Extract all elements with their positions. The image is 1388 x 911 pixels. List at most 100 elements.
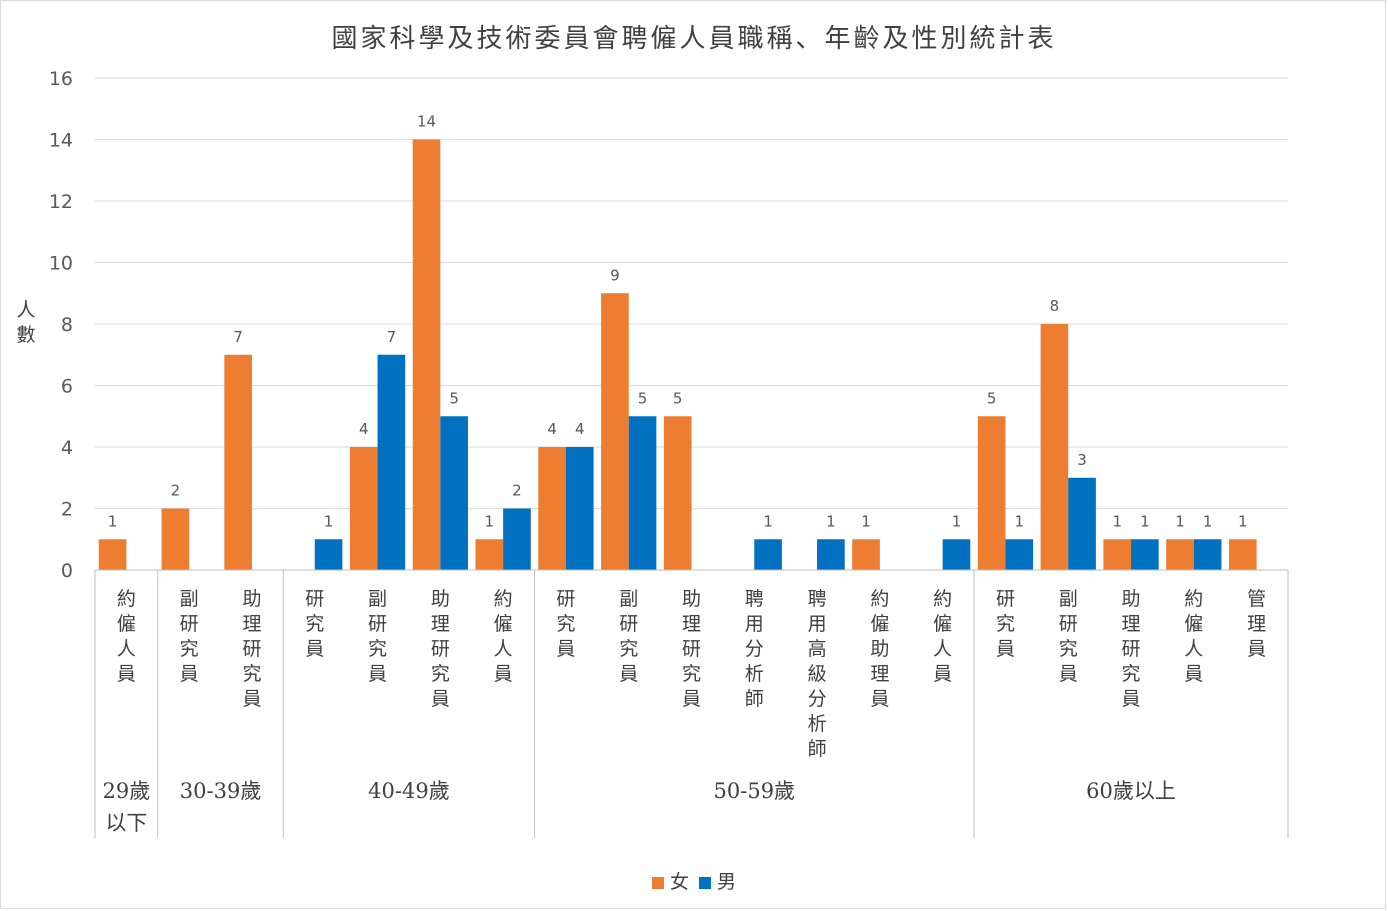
category-label-char: 員	[870, 688, 889, 710]
category-label-char: 究	[1059, 638, 1078, 660]
category-label-char: 研	[996, 588, 1015, 610]
category-label-char: 副	[368, 588, 387, 610]
category-label-char: 員	[305, 638, 324, 660]
data-label: 1	[485, 512, 495, 530]
legend-label: 男	[717, 871, 737, 893]
category-label-char: 約	[933, 588, 952, 610]
category-label-char: 研	[1059, 613, 1078, 635]
category-label-char: 員	[368, 663, 387, 685]
y-tick-label: 14	[49, 130, 73, 152]
category-label-char: 副	[1059, 588, 1078, 610]
category-label-char: 究	[180, 638, 199, 660]
data-label: 4	[547, 420, 557, 438]
category-label-char: 人	[494, 638, 513, 660]
data-label: 1	[108, 512, 118, 530]
bar-女	[224, 354, 252, 570]
category-label-char: 僱	[1184, 613, 1203, 635]
bar-女	[538, 447, 566, 570]
data-label: 14	[417, 113, 436, 131]
data-label: 1	[861, 512, 871, 530]
bar-男	[377, 354, 406, 570]
bar-女	[852, 539, 880, 570]
category-label-char: 究	[368, 638, 387, 660]
category-label-char: 僱	[870, 613, 889, 635]
y-tick-label: 2	[61, 499, 73, 521]
bar-女	[1166, 539, 1194, 570]
category-label-char: 究	[1122, 663, 1141, 685]
data-label: 3	[1077, 451, 1087, 469]
category-label-char: 管	[1247, 588, 1266, 610]
category-label-char: 員	[431, 688, 450, 710]
y-tick-label: 12	[49, 191, 73, 213]
bar-男	[754, 539, 782, 570]
bar-女	[1040, 324, 1069, 570]
y-tick-label: 4	[61, 437, 73, 459]
y-axis-title-char: 數	[16, 324, 36, 346]
category-label-char: 究	[996, 613, 1015, 635]
group-label: 29歲	[103, 779, 151, 803]
category-label-char: 析	[745, 663, 764, 685]
category-label-char: 員	[242, 688, 261, 710]
category-label-char: 理	[242, 613, 261, 635]
category-label-char: 副	[619, 588, 638, 610]
data-label: 2	[171, 482, 181, 500]
category-label-char: 員	[996, 638, 1015, 660]
bar-女	[98, 539, 127, 570]
data-label: 1	[1014, 512, 1024, 530]
category-label-char: 人	[933, 638, 952, 660]
data-label: 9	[610, 266, 620, 284]
bar-女	[349, 447, 378, 570]
category-label-char: 研	[180, 613, 199, 635]
category-label-char: 員	[1059, 663, 1078, 685]
category-label-char: 員	[494, 663, 513, 685]
category-label-char: 理	[1247, 613, 1266, 635]
category-label-char: 員	[1184, 663, 1203, 685]
legend-item: 女	[651, 867, 689, 894]
data-label: 5	[638, 389, 648, 407]
category-label-char: 理	[1122, 613, 1141, 635]
category-label-char: 員	[1247, 638, 1266, 660]
legend-swatch	[651, 877, 664, 889]
category-label-char: 研	[619, 613, 638, 635]
bar-男	[628, 416, 657, 570]
group-label: 40-49歲	[368, 779, 450, 803]
category-label-char: 理	[431, 613, 450, 635]
bar-男	[503, 508, 531, 570]
category-label-char: 師	[808, 738, 827, 760]
y-tick-label: 16	[49, 68, 73, 90]
category-label-char: 研	[556, 588, 575, 610]
category-label-char: 約	[1184, 588, 1203, 610]
category-label-char: 助	[1122, 588, 1141, 610]
category-label-char: 用	[808, 613, 827, 635]
group-label: 60歲以上	[1086, 779, 1176, 803]
category-label-char: 人	[117, 638, 136, 660]
data-label: 1	[763, 512, 773, 530]
data-label: 5	[987, 389, 997, 407]
bar-男	[565, 447, 594, 570]
group-label: 30-39歲	[180, 779, 262, 803]
category-label-char: 聘	[808, 588, 827, 610]
data-label: 7	[233, 328, 243, 346]
bar-女	[977, 416, 1006, 570]
bar-女	[475, 539, 504, 570]
y-tick-label: 0	[61, 560, 73, 582]
y-tick-label: 10	[49, 253, 73, 275]
bar-女	[412, 139, 441, 570]
category-label-char: 究	[431, 663, 450, 685]
bar-男	[440, 416, 468, 570]
category-label-char: 究	[556, 613, 575, 635]
bar-男	[1193, 539, 1222, 570]
bar-男	[817, 539, 845, 570]
legend-item: 男	[699, 867, 736, 894]
category-label-char: 究	[242, 663, 261, 685]
bar-男	[1131, 539, 1159, 570]
data-label: 4	[359, 420, 369, 438]
category-label-char: 員	[933, 663, 952, 685]
category-label-char: 分	[745, 638, 764, 660]
data-label: 1	[826, 512, 836, 530]
category-label-char: 僱	[117, 613, 136, 635]
data-label: 8	[1050, 297, 1060, 315]
category-label-char: 究	[682, 663, 701, 685]
category-label-char: 員	[180, 663, 199, 685]
